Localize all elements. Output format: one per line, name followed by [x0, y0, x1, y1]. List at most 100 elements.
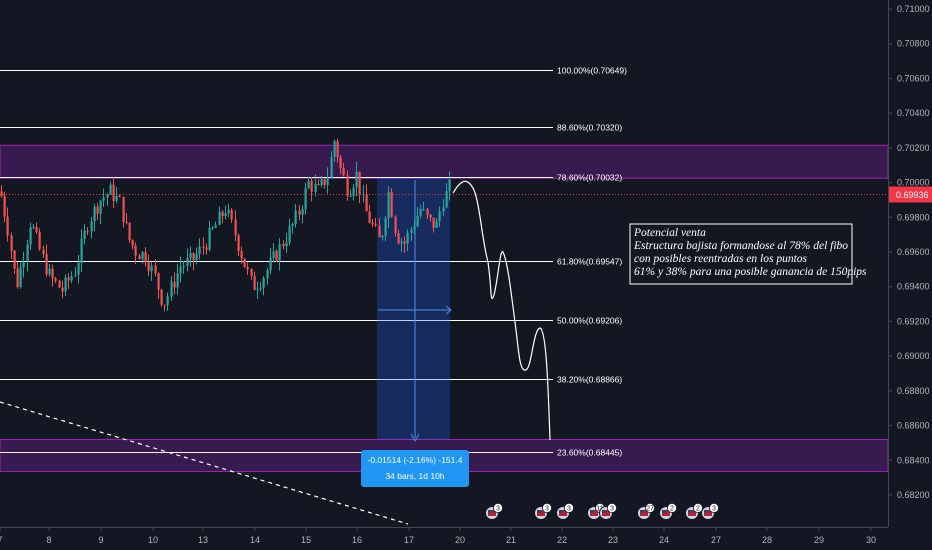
candle-body: [301, 209, 304, 215]
candle-body: [38, 231, 41, 250]
flag-canton: [704, 510, 708, 513]
candle-body: [86, 230, 89, 232]
candle-body: [163, 304, 166, 306]
candle-body: [246, 267, 249, 270]
projection-line[interactable]: [452, 180, 551, 441]
flag-canton: [688, 510, 692, 513]
event-count: 11: [596, 506, 603, 513]
current-price-tag: [889, 186, 932, 203]
candle-body: [134, 245, 137, 256]
x-tick-label: 30: [866, 535, 876, 545]
candle-body: [221, 211, 224, 217]
candle-body: [330, 156, 333, 178]
candle-body: [240, 250, 243, 259]
candle-body: [3, 196, 6, 217]
y-tick-label: 0.68800: [897, 386, 930, 396]
candle-body: [282, 243, 285, 247]
event-count-badge: [693, 502, 704, 513]
flag-canton: [488, 510, 492, 513]
trendline-line[interactable]: [0, 401, 409, 525]
x-tick-label: 24: [659, 535, 669, 545]
candle-body: [102, 197, 105, 201]
economic-events[interactable]: 3 3 3 11 3 27 2 2 3: [485, 502, 720, 520]
candle-body: [22, 261, 25, 268]
candle-body: [429, 214, 432, 218]
candle-body: [403, 241, 406, 244]
candle-body: [275, 251, 278, 261]
candle-body: [157, 273, 160, 290]
candle-body: [371, 222, 374, 225]
event-count-badge: [607, 502, 618, 513]
candle-body: [285, 242, 288, 247]
event-count: 3: [712, 506, 716, 513]
candle-body: [125, 221, 128, 223]
candle-body: [445, 190, 448, 208]
time-axis-panel: [0, 527, 932, 550]
annotation-line: Potencial venta: [633, 227, 706, 239]
candle-body: [112, 184, 115, 201]
candle-body: [227, 209, 230, 214]
candle-body: [70, 275, 73, 281]
upper-supply-zone[interactable]: [0, 144, 889, 179]
candle-body: [150, 265, 153, 272]
candle-body: [304, 188, 307, 210]
candle-body: [160, 289, 163, 305]
candle-body: [394, 216, 397, 234]
candle-body: [336, 140, 339, 158]
candle-body: [237, 235, 240, 251]
current-price-value: 0.69936: [896, 190, 929, 200]
x-tick-label: 9: [98, 535, 103, 545]
measure-tool[interactable]: -0.01514 (-2.16%) -151.4 34 bars, 1d 10h: [361, 178, 469, 487]
projection-path[interactable]: [452, 180, 551, 441]
price-axis-panel: [888, 0, 932, 550]
candle-body: [355, 171, 358, 188]
candle-body: [278, 243, 281, 261]
candle-body: [333, 140, 336, 157]
candle-body: [381, 236, 384, 238]
candle-body: [298, 210, 301, 215]
candle-body: [426, 208, 429, 215]
candle-body: [320, 179, 323, 185]
fib-retracement[interactable]: 100.00%(0.70649) 88.60%(0.70320) 78.60%(0.…: [0, 66, 627, 458]
event-count-badge: [667, 502, 678, 513]
candle-body: [144, 252, 147, 263]
candle-body: [179, 266, 182, 274]
annotation-box[interactable]: [629, 223, 853, 285]
measure-info-box: [361, 450, 469, 487]
candle-body: [61, 287, 64, 292]
candle-body: [256, 288, 259, 290]
event-count: 3: [496, 506, 500, 513]
fib-label: 100.00%(0.70649): [557, 66, 627, 76]
event-count: 2: [696, 506, 700, 513]
event-count-badge: [492, 502, 503, 513]
y-tick-label: 0.69800: [897, 212, 930, 222]
fib-label: 38.20%(0.68866): [557, 375, 622, 385]
candle-body: [202, 246, 205, 248]
candle-body: [131, 239, 134, 246]
candle-body: [259, 287, 262, 289]
candle-body: [182, 265, 185, 267]
candle-body: [432, 217, 435, 228]
candle-body: [80, 238, 83, 263]
flag-canton: [662, 510, 666, 513]
candle-body: [16, 268, 19, 287]
event-count: 3: [567, 506, 571, 513]
candle-body: [186, 258, 189, 266]
candle-body: [35, 227, 38, 232]
x-tick-label: 7: [0, 535, 3, 545]
candle-body: [310, 180, 313, 192]
candle-body: [192, 253, 195, 261]
y-tick-label: 0.69600: [897, 247, 930, 257]
event-count-badge: [645, 502, 656, 513]
candle-body: [138, 255, 141, 260]
y-tick-label: 0.70400: [897, 108, 930, 118]
measure-range[interactable]: [377, 178, 450, 440]
dashed-trendline[interactable]: [0, 401, 409, 525]
candle-body: [410, 229, 413, 233]
candle-body: [374, 224, 377, 226]
fib-label: 88.60%(0.70320): [557, 123, 622, 133]
candle-body: [45, 254, 48, 275]
